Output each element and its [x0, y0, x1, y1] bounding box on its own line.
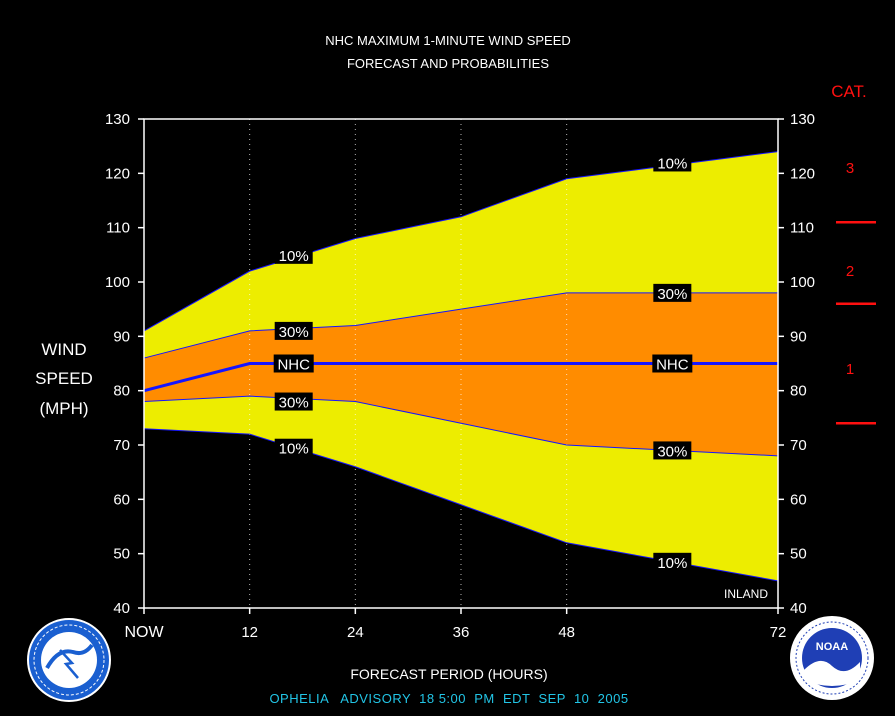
category-label: 2 [846, 263, 854, 280]
series-line-2 [143, 292, 778, 359]
chart-title-line1: NHC MAXIMUM 1-MINUTE WIND SPEED [325, 33, 571, 48]
band-label: 30% [653, 441, 692, 460]
band-label-bg [653, 283, 692, 302]
band-labels: 10% 30% NHC 30% 10% 10% 30% NHC 30% 10% [273, 153, 693, 572]
noaa-logo: NOAA [790, 616, 874, 700]
y-tick-label-left: 70 [113, 437, 130, 454]
band-label: NHC [652, 354, 693, 374]
y-tick-label-left: 120 [105, 165, 130, 182]
y-tick-label-right: 70 [790, 437, 807, 454]
band-label-text: 30% [657, 286, 687, 303]
y-tick-label-right: 50 [790, 546, 807, 563]
y-tick-label-left: 110 [106, 220, 130, 237]
series-line-5 [143, 428, 779, 582]
x-tick-label: 72 [770, 624, 787, 641]
band-label-text: 10% [657, 555, 687, 572]
series-line-3 [143, 362, 778, 393]
category-title: CAT. [831, 82, 867, 101]
y-tick-label-right: 110 [790, 220, 814, 237]
band-label-bg [652, 354, 693, 373]
x-tick-label: NOW [124, 624, 164, 641]
band-label-bg [274, 321, 313, 340]
band-label: 10% [274, 245, 313, 265]
x-tick-label: 36 [453, 624, 470, 641]
y-tick-label-right: 80 [790, 383, 807, 400]
inland-label: INLAND [724, 587, 768, 601]
x-tick-label: 12 [241, 624, 258, 641]
band-label-text: 10% [279, 441, 309, 458]
y-tick-label-left: 60 [113, 491, 130, 508]
category-scale: 3 2 1 [836, 160, 876, 425]
band-label-text: NHC [277, 357, 310, 374]
band-label-text: 10% [657, 155, 687, 172]
y-axis-label-line1: WIND [41, 340, 86, 359]
y-tick-label-left: 130 [105, 111, 130, 128]
band-label: 30% [274, 321, 313, 341]
band-label-bg [273, 354, 314, 373]
y-tick-label-left: 80 [113, 383, 130, 400]
y-tick-label-right: 130 [790, 111, 815, 128]
series-line-1 [143, 151, 779, 332]
band-label: 10% [274, 438, 313, 458]
band-label-bg [653, 552, 692, 571]
y-tick-label-left: 40 [113, 600, 130, 617]
y-tick-label-left: 90 [113, 328, 130, 345]
band-label-bg [653, 441, 692, 460]
band-label-text: 30% [279, 324, 309, 341]
band-label: NHC [273, 354, 314, 374]
category-label: 1 [846, 361, 854, 378]
advisory-text: OPHELIA ADVISORY 18 5:00 PM EDT SEP 10 2… [269, 691, 628, 706]
band-label-bg [274, 392, 313, 411]
y-tick-label-right: 60 [790, 491, 807, 508]
band-label-bg [653, 153, 692, 172]
y-tick-label-right: 90 [790, 328, 807, 345]
band-label: 30% [274, 392, 313, 412]
category-label: 3 [846, 160, 854, 177]
band-label-text: 30% [279, 395, 309, 412]
band-label-bg [274, 245, 313, 264]
y-tick-label-right: 100 [790, 274, 815, 291]
band-label-text: 30% [657, 443, 687, 460]
band-label-text: 10% [279, 248, 309, 265]
y-tick-label-left: 50 [113, 546, 130, 563]
band-label: 10% [653, 153, 692, 172]
band-label-bg [274, 438, 313, 457]
band-label-text: NHC [656, 357, 689, 374]
x-axis-ticks: NOW 12 24 36 48 72 [124, 608, 786, 641]
y-tick-label-right: 120 [790, 165, 815, 182]
series-lines [143, 151, 779, 582]
band-label: 10% [653, 552, 692, 572]
x-tick-label: 24 [347, 624, 364, 641]
series-line-4 [143, 395, 779, 457]
chart-title-line2: FORECAST AND PROBABILITIES [347, 56, 549, 71]
y-axis-label-line2: SPEED [35, 369, 93, 388]
x-tick-label: 48 [558, 624, 575, 641]
y-axis-ticks: 40 40 50 50 60 60 70 70 80 80 90 90 100 100 110 110 120 1… [105, 111, 815, 617]
x-axis-label: FORECAST PERIOD (HOURS) [350, 666, 547, 682]
y-tick-label-left: 100 [105, 274, 130, 291]
nws-logo [27, 618, 111, 702]
noaa-logo-text: NOAA [816, 641, 848, 653]
y-tick-label-right: 40 [790, 600, 807, 617]
band-label: 30% [653, 283, 692, 303]
y-axis-label-line3: (MPH) [39, 399, 88, 418]
